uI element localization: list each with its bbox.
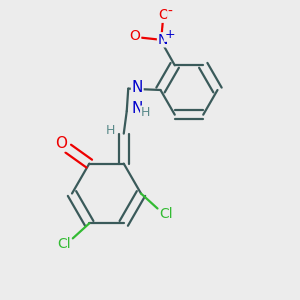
Text: O: O <box>130 29 141 43</box>
Text: N: N <box>158 33 168 47</box>
Text: -: - <box>168 4 173 19</box>
Text: H: H <box>141 106 150 119</box>
Text: Cl: Cl <box>57 237 70 251</box>
Text: N: N <box>132 80 143 94</box>
Text: O: O <box>55 136 67 151</box>
Text: Cl: Cl <box>160 207 173 221</box>
Text: N: N <box>132 101 143 116</box>
Text: O: O <box>158 8 169 22</box>
Text: H: H <box>106 124 115 137</box>
Text: +: + <box>164 28 175 41</box>
